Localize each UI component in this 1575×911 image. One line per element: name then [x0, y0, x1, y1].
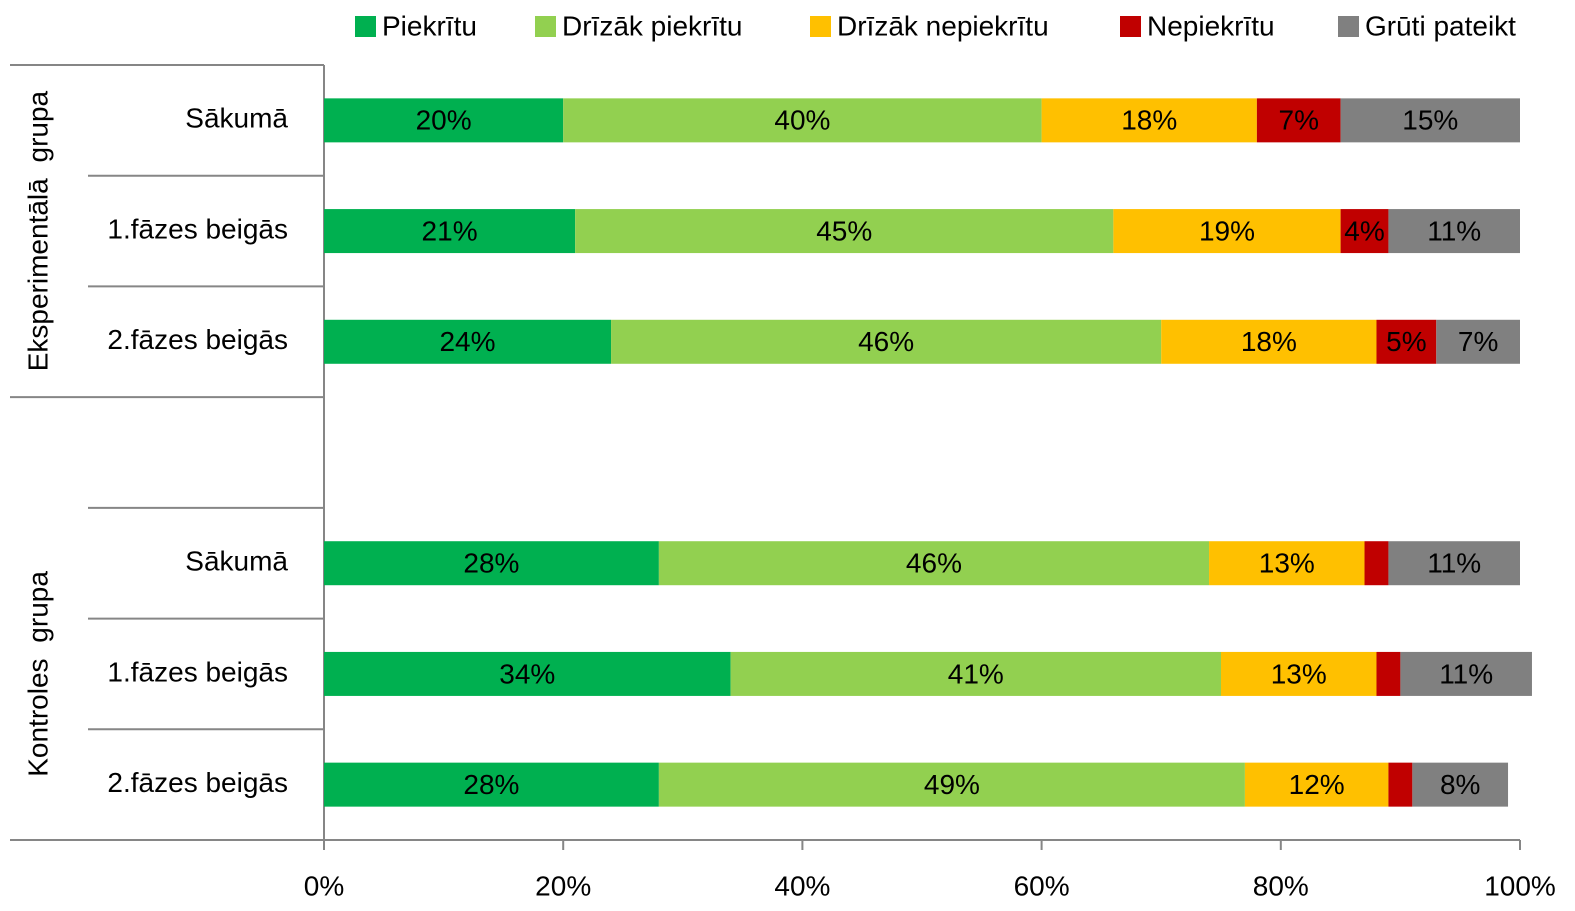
legend-label: Piekrītu: [382, 10, 477, 41]
x-tick-label: 80%: [1253, 870, 1309, 901]
data-label: 13%: [1259, 548, 1315, 579]
bar-segment: [575, 209, 1114, 254]
group-label: Eksperimentālā grupa: [22, 90, 53, 371]
y-tick-label: Sākumā: [185, 103, 288, 134]
bar-segment: [1388, 209, 1520, 254]
data-label: 24%: [439, 326, 495, 357]
y-tick-label: 1.fāzes beigās: [107, 656, 288, 687]
data-label: 19%: [1199, 215, 1255, 246]
data-label: 20%: [416, 105, 472, 136]
bar-segment: [324, 319, 612, 364]
data-label: 49%: [924, 769, 980, 800]
x-tick-label: 0%: [304, 870, 344, 901]
x-tick-label: 40%: [774, 870, 830, 901]
bar-segment: [1400, 651, 1532, 696]
data-label: 12%: [1289, 769, 1345, 800]
bar-segment: [1161, 319, 1377, 364]
data-label: 7%: [1458, 326, 1498, 357]
legend-label: Nepiekrītu: [1147, 10, 1275, 41]
data-label: 21%: [422, 215, 478, 246]
x-tick-label: 60%: [1014, 870, 1070, 901]
bar-segment: [658, 762, 1245, 807]
legend-label: Drīzāk piekrītu: [562, 10, 743, 41]
legend-label: Drīzāk nepiekrītu: [837, 10, 1049, 41]
bar-segment: [1364, 541, 1389, 586]
y-tick-label: 1.fāzes beigās: [107, 213, 288, 244]
data-label: 13%: [1271, 658, 1327, 689]
bar-segment: [1436, 319, 1520, 364]
legend-swatch: [1120, 16, 1141, 37]
bar-segment: [324, 541, 659, 586]
bar-segment: [1041, 98, 1257, 143]
bar-segment: [1388, 541, 1520, 586]
legend-label: Grūti pateikt: [1365, 10, 1516, 41]
bar-segment: [1340, 209, 1389, 254]
data-label: 5%: [1386, 326, 1426, 357]
bar-segment: [730, 651, 1221, 696]
bar-segment: [1340, 98, 1520, 143]
group-label: Kontroles grupa: [22, 571, 53, 777]
data-label: 8%: [1440, 769, 1480, 800]
bar-segment: [324, 209, 576, 254]
bar-segment: [324, 98, 564, 143]
bar-segment: [563, 98, 1042, 143]
data-label: 15%: [1402, 105, 1458, 136]
bar-segment: [1244, 762, 1389, 807]
data-label: 46%: [906, 548, 962, 579]
bar-segment: [1221, 651, 1377, 696]
bar-segment: [1113, 209, 1341, 254]
bar-segment: [1209, 541, 1365, 586]
data-label: 41%: [948, 658, 1004, 689]
data-label: 4%: [1344, 215, 1384, 246]
y-tick-label: 2.fāzes beigās: [107, 324, 288, 355]
legend-swatch: [810, 16, 831, 37]
bar-segment: [1376, 319, 1437, 364]
data-label: 34%: [499, 658, 555, 689]
x-tick-label: 20%: [535, 870, 591, 901]
x-tick-label: 100%: [1484, 870, 1556, 901]
legend-swatch: [355, 16, 376, 37]
y-tick-label: 2.fāzes beigās: [107, 767, 288, 798]
data-label: 11%: [1427, 215, 1481, 246]
bar-segment: [658, 541, 1210, 586]
legend-swatch: [535, 16, 556, 37]
bar-segment: [324, 762, 659, 807]
data-label: 11%: [1427, 548, 1481, 579]
data-label: 7%: [1279, 105, 1319, 136]
legend-swatch: [1338, 16, 1359, 37]
bar-segment: [324, 651, 731, 696]
bar-segment: [1376, 651, 1401, 696]
data-label: 11%: [1439, 658, 1493, 689]
data-label: 18%: [1121, 105, 1177, 136]
bar-segment: [1388, 762, 1413, 807]
data-label: 45%: [816, 215, 872, 246]
data-label: 28%: [463, 769, 519, 800]
bar-segment: [611, 319, 1162, 364]
data-label: 46%: [858, 326, 914, 357]
bar-segment: [1256, 98, 1341, 143]
data-label: 18%: [1241, 326, 1297, 357]
data-label: 28%: [463, 548, 519, 579]
y-tick-label: Sākumā: [185, 546, 288, 577]
bar-segment: [1412, 762, 1509, 807]
data-label: 40%: [774, 105, 830, 136]
